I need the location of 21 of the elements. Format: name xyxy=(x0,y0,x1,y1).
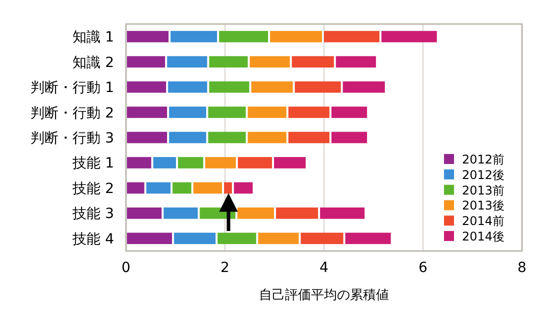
x-tick-label: 8 xyxy=(518,260,526,276)
legend-label: 2013前 xyxy=(462,183,505,198)
y-tick-label: 技能 2 xyxy=(72,180,114,197)
y-tick-label: 判断・行動 3 xyxy=(30,130,114,146)
y-tick-label: 技能 4 xyxy=(72,231,114,248)
legend-label: 2014前 xyxy=(462,214,505,228)
y-tick-label: 技能 1 xyxy=(72,156,114,172)
legend-label: 2012後 xyxy=(462,168,505,182)
y-tick-label: 知識 1 xyxy=(72,30,114,46)
legend-label: 2012前 xyxy=(462,152,505,166)
x-tick-label: 6 xyxy=(418,260,428,276)
x-tick-label: 4 xyxy=(320,260,329,276)
x-tick-label: 2 xyxy=(220,260,230,276)
legend-label: 2013後 xyxy=(462,198,505,213)
y-tick-label: 判断・行動 2 xyxy=(30,105,114,122)
y-tick-label: 判断・行動 1 xyxy=(30,80,114,96)
x-tick-label: 0 xyxy=(122,260,130,276)
y-tick-label: 知識 2 xyxy=(72,54,114,71)
legend-label: 2014後 xyxy=(462,230,505,244)
x-axis-title: 自己評価平均の累積値 xyxy=(259,288,389,303)
y-tick-label: 技能 3 xyxy=(72,206,114,222)
